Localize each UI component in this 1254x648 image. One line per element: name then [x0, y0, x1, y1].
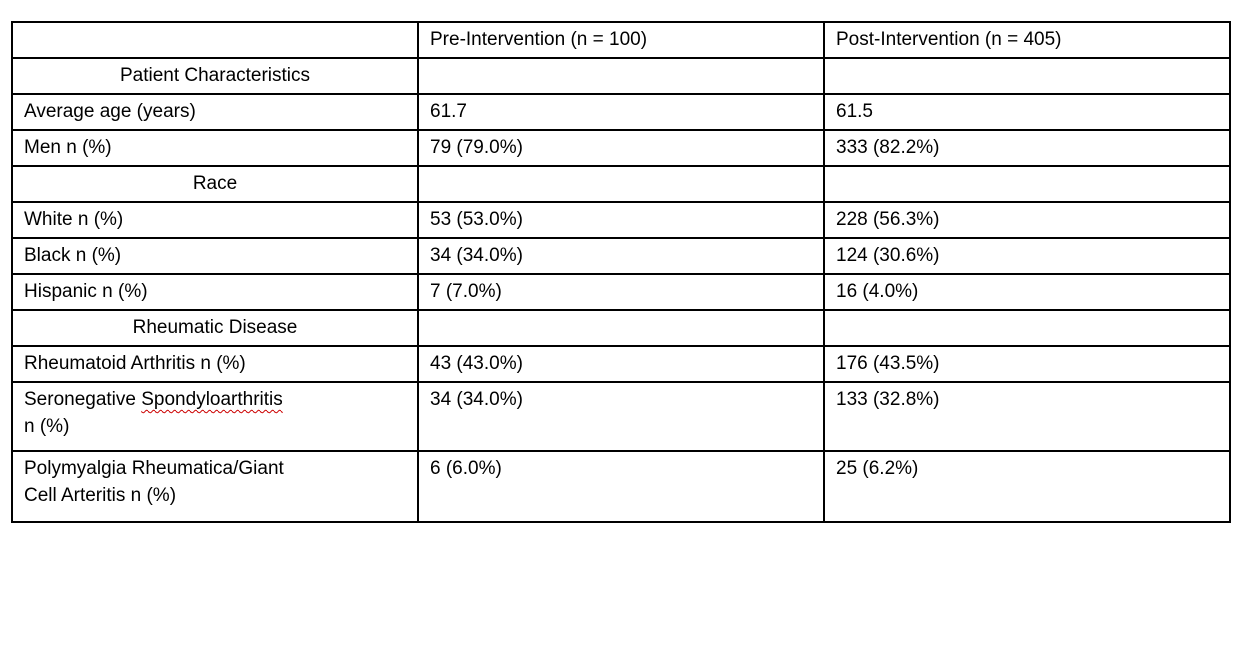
cell-label: Average age (years): [11, 93, 419, 131]
cell-pre: [417, 165, 825, 203]
cell-label: Seronegative Spondyloarthritis n (%): [11, 381, 419, 452]
cell-pre: 53 (53.0%): [417, 201, 825, 239]
cell-pre: [417, 309, 825, 347]
cell-label: Men n (%): [11, 129, 419, 167]
table-row-seronegative-spondyloarthritis: Seronegative Spondyloarthritis n (%) 34 (…: [11, 381, 1231, 452]
table-row-rheumatoid-arthritis: Rheumatoid Arthritis n (%) 43 (43.0%) 17…: [11, 345, 1231, 383]
cell-label: White n (%): [11, 201, 419, 239]
label-text-line2: Cell Arteritis n (%): [24, 485, 177, 506]
table-row-polymyalgia-rheumatica: Polymyalgia Rheumatica/Giant Cell Arterit…: [11, 450, 1231, 523]
cell-post: 124 (30.6%): [823, 237, 1231, 275]
cell-post: 16 (4.0%): [823, 273, 1231, 311]
label-text-line2: n (%): [24, 416, 70, 437]
section-row-race: Race: [11, 165, 1231, 203]
label-text: Seronegative: [24, 389, 142, 410]
cell-post: [823, 57, 1231, 95]
section-row-rheumatic-disease: Rheumatic Disease: [11, 309, 1231, 347]
cell-post: 333 (82.2%): [823, 129, 1231, 167]
header-cell-post-intervention: Post-Intervention (n = 405): [823, 21, 1231, 59]
cell-label: Polymyalgia Rheumatica/Giant Cell Arterit…: [11, 450, 419, 523]
table-row-white: White n (%) 53 (53.0%) 228 (56.3%): [11, 201, 1231, 239]
section-label: Rheumatic Disease: [11, 309, 419, 347]
cell-post: 133 (32.8%): [823, 381, 1231, 452]
cell-label: Rheumatoid Arthritis n (%): [11, 345, 419, 383]
header-row: Pre-Intervention (n = 100) Post-Interven…: [11, 21, 1231, 59]
cell-post: [823, 165, 1231, 203]
cell-pre: 79 (79.0%): [417, 129, 825, 167]
cell-pre: 34 (34.0%): [417, 381, 825, 452]
cell-post: 61.5: [823, 93, 1231, 131]
cell-label: Black n (%): [11, 237, 419, 275]
table-row-average-age: Average age (years) 61.7 61.5: [11, 93, 1231, 131]
table-row-hispanic: Hispanic n (%) 7 (7.0%) 16 (4.0%): [11, 273, 1231, 311]
cell-label: Hispanic n (%): [11, 273, 419, 311]
section-row-patient-characteristics: Patient Characteristics: [11, 57, 1231, 95]
label-text: Polymyalgia Rheumatica/Giant: [24, 458, 284, 479]
section-label: Patient Characteristics: [11, 57, 419, 95]
table-row-men: Men n (%) 79 (79.0%) 333 (82.2%): [11, 129, 1231, 167]
cell-pre: 43 (43.0%): [417, 345, 825, 383]
cell-pre: 6 (6.0%): [417, 450, 825, 523]
cell-pre: 7 (7.0%): [417, 273, 825, 311]
section-label: Race: [11, 165, 419, 203]
table-row-black: Black n (%) 34 (34.0%) 124 (30.6%): [11, 237, 1231, 275]
misspelled-word: Spondyloarthritis: [141, 389, 283, 410]
patient-characteristics-table: Pre-Intervention (n = 100) Post-Interven…: [11, 21, 1231, 523]
header-cell-empty: [11, 21, 419, 59]
header-cell-pre-intervention: Pre-Intervention (n = 100): [417, 21, 825, 59]
cell-post: [823, 309, 1231, 347]
cell-pre: 61.7: [417, 93, 825, 131]
cell-post: 25 (6.2%): [823, 450, 1231, 523]
cell-post: 176 (43.5%): [823, 345, 1231, 383]
cell-pre: [417, 57, 825, 95]
cell-pre: 34 (34.0%): [417, 237, 825, 275]
cell-post: 228 (56.3%): [823, 201, 1231, 239]
